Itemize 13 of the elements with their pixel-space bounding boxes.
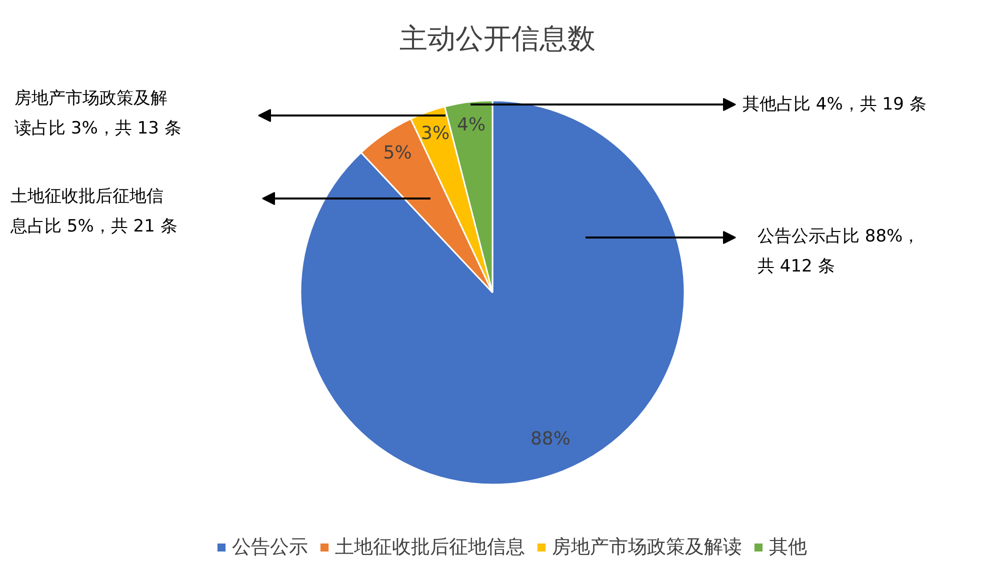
text: 房地产市场政策及解读占比 3%，共 13 条: [14, 88, 182, 138]
text: 公告公示占比 88%，共 412 条: [758, 226, 920, 276]
text: 其他占比 4%，共 19 条: [742, 94, 926, 114]
legend-label: 房地产市场政策及解读: [552, 535, 742, 560]
data-label: 3%: [420, 123, 450, 144]
data-label: 4%: [457, 114, 486, 136]
legend-label: 公告公示: [232, 535, 308, 560]
data-label: 88%: [530, 428, 570, 450]
legend-label: 土地征收批后征地信息: [335, 535, 525, 560]
data-label: 5%: [383, 142, 412, 164]
text: 土地征收批后征地信息占比 5%，共 21 条: [10, 186, 178, 236]
chart-title: 主动公开信息数: [400, 22, 596, 55]
legend-label: 其他: [769, 535, 807, 560]
